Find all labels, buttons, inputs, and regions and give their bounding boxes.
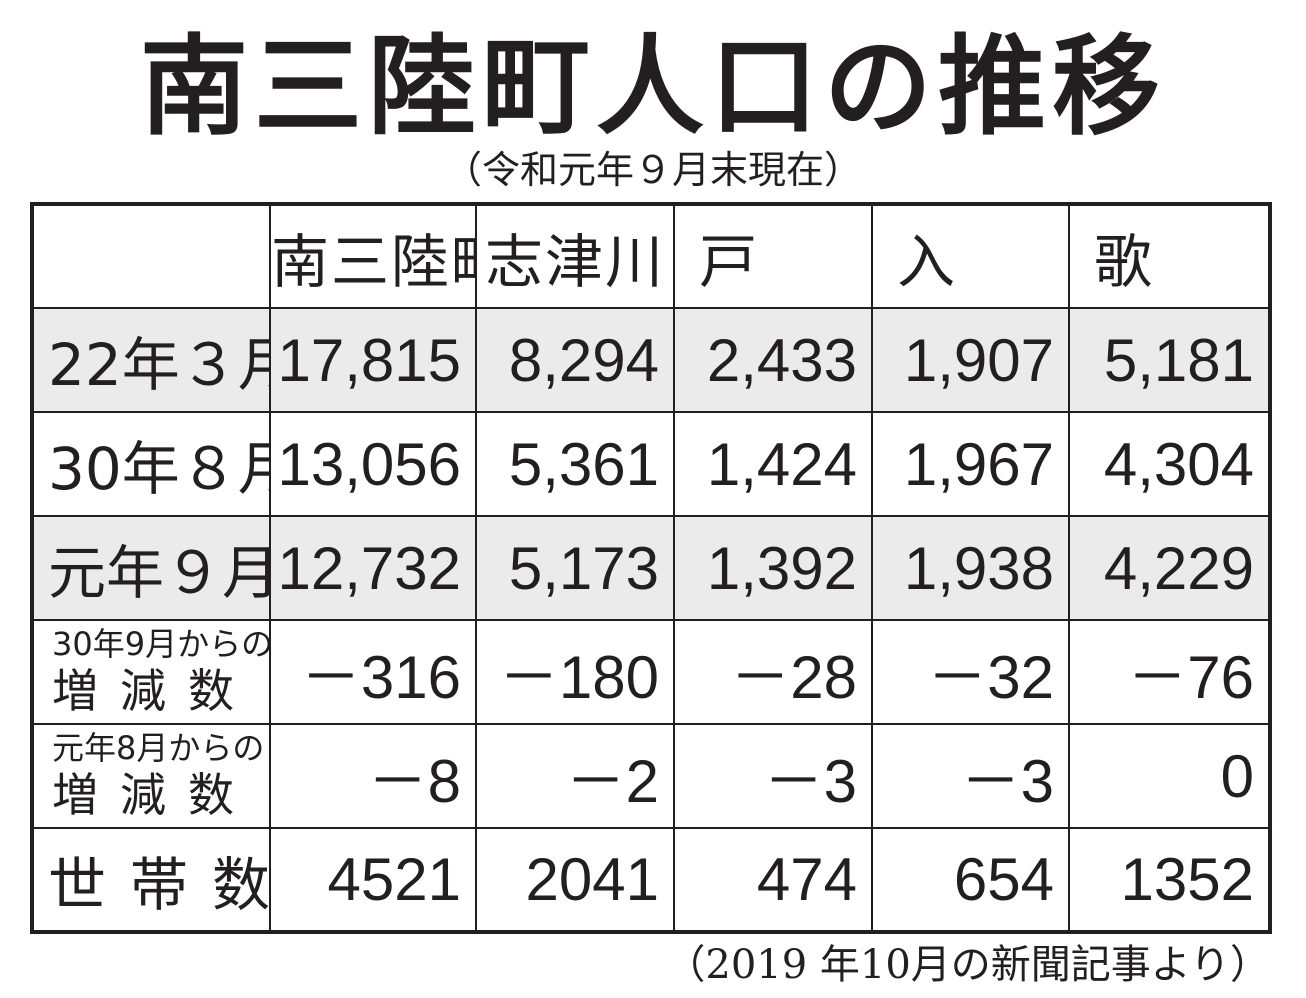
table-cell: 1352 <box>1068 827 1271 933</box>
table-header-row: 南三陸町 志津川 戸 倉 入 谷 歌 津 <box>31 203 1271 309</box>
table-cell: 4,304 <box>1068 411 1271 517</box>
table-cell: 4521 <box>269 827 477 933</box>
table-row: 30年８月 13,056 5,361 1,424 1,967 4,304 <box>31 411 1271 517</box>
table-row: 元年8月からの 増減数 －8 －2 －3 －3 0 <box>31 723 1271 829</box>
table-cell: －76 <box>1068 619 1271 725</box>
column-header: 歌 津 <box>1068 203 1271 309</box>
table-cell: 654 <box>871 827 1070 933</box>
table-row: 30年9月からの 増減数 －316 －180 －28 －32 －76 <box>31 619 1271 725</box>
table-cell: 1,938 <box>871 515 1070 621</box>
table-cell: －28 <box>673 619 873 725</box>
table-cell: －180 <box>475 619 675 725</box>
table-cell: 1,907 <box>871 307 1070 413</box>
table-cell: 1,424 <box>673 411 873 517</box>
row-label-top: 元年8月からの <box>52 729 265 767</box>
table-cell: 12,732 <box>269 515 477 621</box>
table-cell: －8 <box>269 723 477 829</box>
table-cell: 1,967 <box>871 411 1070 517</box>
table-cell: 1,392 <box>673 515 873 621</box>
row-label: 30年9月からの 増減数 <box>31 619 271 725</box>
row-label-top: 30年9月からの <box>52 625 270 663</box>
header-corner-cell <box>31 203 271 309</box>
page-title: 南三陸町人口の推移 <box>139 25 1166 150</box>
table-cell: 4,229 <box>1068 515 1271 621</box>
table-cell: 5,173 <box>475 515 675 621</box>
row-label: 元年8月からの 増減数 <box>31 723 271 829</box>
row-label: 元年９月 <box>31 515 271 621</box>
source-note: （2019 年10月の新聞記事より） <box>665 942 1270 988</box>
table-cell: －3 <box>673 723 873 829</box>
column-header: 志津川 <box>475 203 675 309</box>
row-label-bottom: 増減数 <box>52 768 256 822</box>
table-cell: 0 <box>1068 723 1271 829</box>
table-row: 世帯数 4521 2041 474 654 1352 <box>31 827 1271 933</box>
table-cell: －3 <box>871 723 1070 829</box>
table-cell: 5,361 <box>475 411 675 517</box>
row-label: 22年３月 <box>31 307 271 413</box>
table-cell: 13,056 <box>269 411 477 517</box>
row-label-bottom: 増減数 <box>52 664 256 718</box>
table-cell: －2 <box>475 723 675 829</box>
table-cell: －316 <box>269 619 477 725</box>
page-subtitle: （令和元年９月末現在） <box>443 148 862 192</box>
table-cell: 2041 <box>475 827 675 933</box>
table-row: 元年９月 12,732 5,173 1,392 1,938 4,229 <box>31 515 1271 621</box>
table-row: 22年３月 17,815 8,294 2,433 1,907 5,181 <box>31 307 1271 413</box>
row-label: 世帯数 <box>31 827 271 933</box>
table-cell: 17,815 <box>269 307 477 413</box>
table-cell: 8,294 <box>475 307 675 413</box>
column-header: 戸 倉 <box>673 203 873 309</box>
row-label: 30年８月 <box>31 411 271 517</box>
population-table: 南三陸町 志津川 戸 倉 入 谷 歌 津 22年３月 17,815 8,294 … <box>30 202 1272 934</box>
table-cell: 5,181 <box>1068 307 1271 413</box>
table-cell: －32 <box>871 619 1070 725</box>
table-cell: 474 <box>673 827 873 933</box>
column-header: 南三陸町 <box>269 203 477 309</box>
column-header: 入 谷 <box>871 203 1070 309</box>
table-cell: 2,433 <box>673 307 873 413</box>
